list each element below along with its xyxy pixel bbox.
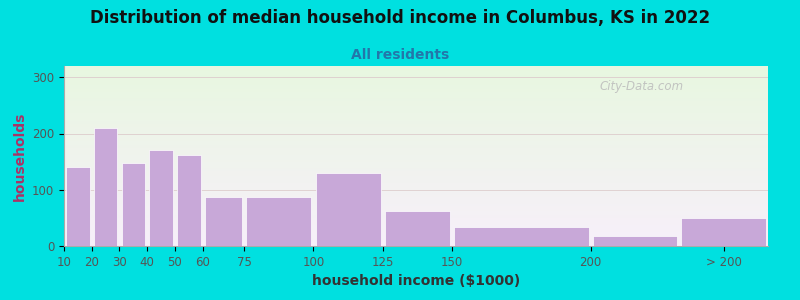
- Bar: [205, 196, 242, 246]
- Bar: [385, 211, 450, 246]
- Bar: [122, 163, 145, 246]
- Bar: [315, 173, 381, 246]
- Bar: [94, 128, 118, 246]
- Bar: [177, 155, 201, 246]
- Text: All residents: All residents: [351, 48, 449, 62]
- Y-axis label: households: households: [13, 111, 26, 201]
- Text: City-Data.com: City-Data.com: [599, 80, 683, 93]
- Bar: [246, 196, 311, 246]
- X-axis label: household income ($1000): household income ($1000): [312, 274, 520, 288]
- Bar: [66, 167, 90, 246]
- Bar: [150, 150, 173, 246]
- Bar: [593, 236, 678, 246]
- Text: Distribution of median household income in Columbus, KS in 2022: Distribution of median household income …: [90, 9, 710, 27]
- Bar: [682, 218, 766, 246]
- Bar: [454, 227, 589, 246]
